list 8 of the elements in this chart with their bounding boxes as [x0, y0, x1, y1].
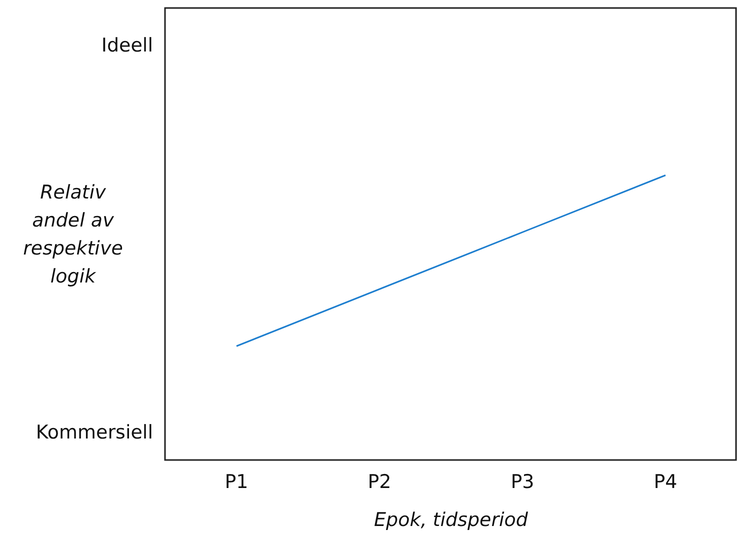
x-tick-label: P4 [654, 471, 678, 493]
y-axis-title: Relativ andel av respektive logik [23, 182, 123, 288]
x-tick-label: P2 [368, 471, 392, 493]
x-tick-label: P3 [510, 471, 534, 493]
text: Kommersiell [36, 422, 153, 444]
x-tick-label: P1 [224, 471, 248, 493]
text: Ideell [101, 34, 153, 57]
x-axis-title: Epok, tidsperiod [374, 509, 529, 531]
